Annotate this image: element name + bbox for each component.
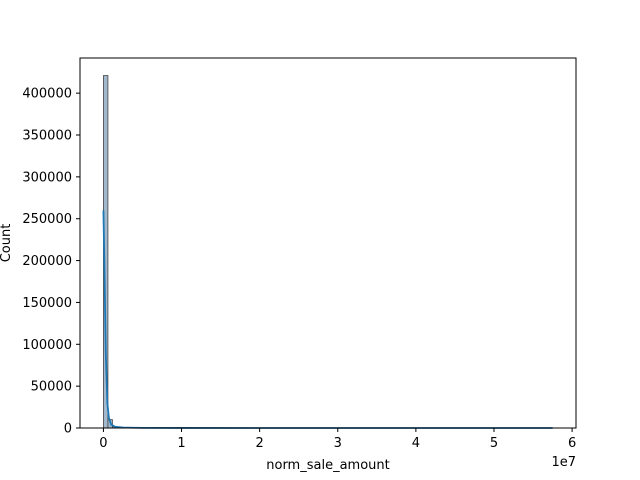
y-tick-label: 250000	[22, 212, 72, 227]
y-tick-label: 350000	[22, 129, 72, 144]
y-tick-label: 300000	[22, 170, 72, 185]
y-tick-label: 150000	[22, 296, 72, 311]
y-axis: 0 50000 100000 150000 200000 250000 300000 3500…	[22, 87, 80, 437]
x-tick-label: 5	[490, 436, 498, 451]
y-tick-label: 200000	[22, 254, 72, 269]
y-tick-label: 100000	[22, 338, 72, 353]
x-tick-label: 6	[568, 436, 576, 451]
kde-line	[102, 210, 553, 429]
y-tick-label: 0	[64, 422, 72, 437]
x-axis: 0 1 2 3 4 5 6	[99, 428, 576, 451]
y-tick-label: 400000	[22, 87, 72, 102]
y-tick-label: 50000	[31, 380, 72, 395]
x-tick-label: 0	[99, 436, 107, 451]
x-axis-offset-text: 1e7	[551, 455, 576, 470]
plot-layer	[102, 75, 553, 429]
x-tick-label: 4	[412, 436, 420, 451]
x-tick-label: 1	[177, 436, 185, 451]
x-axis-label: norm_sale_amount	[266, 458, 389, 473]
plot-frame	[79, 57, 577, 429]
x-tick-label: 3	[334, 436, 342, 451]
x-tick-label: 2	[256, 436, 264, 451]
y-axis-label: Count	[0, 224, 14, 263]
